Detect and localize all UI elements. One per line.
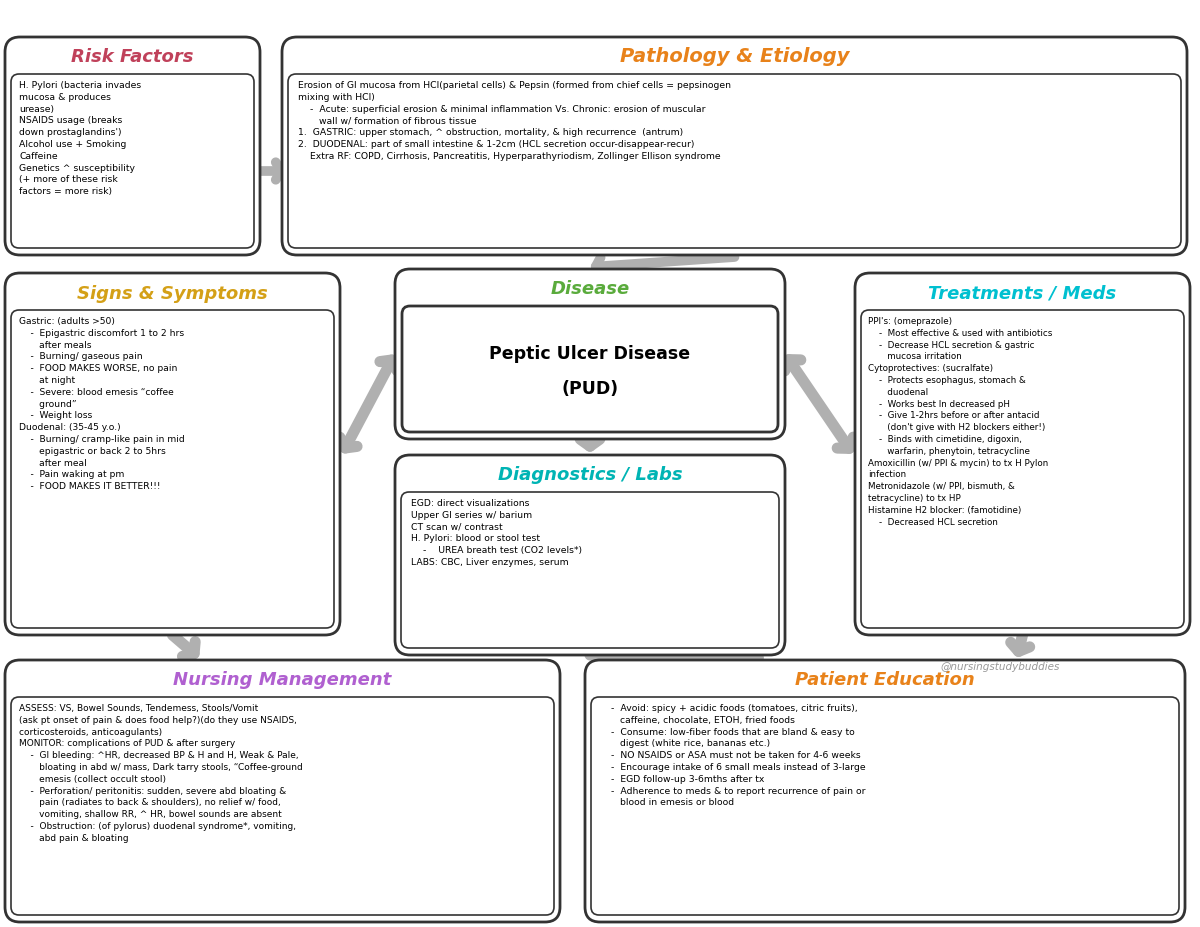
FancyBboxPatch shape <box>5 660 560 922</box>
Text: Gastric: (adults >50)
    -  Epigastric discomfort 1 to 2 hrs
       after meals: Gastric: (adults >50) - Epigastric disco… <box>19 317 185 491</box>
FancyBboxPatch shape <box>11 310 334 628</box>
FancyBboxPatch shape <box>856 273 1190 635</box>
Text: Nursing Management: Nursing Management <box>173 671 391 689</box>
FancyBboxPatch shape <box>395 269 785 439</box>
Text: PPI's: (omeprazole)
    -  Most effective & used with antibiotics
    -  Decreas: PPI's: (omeprazole) - Most effective & u… <box>868 317 1052 527</box>
Text: Pathology & Etiology: Pathology & Etiology <box>619 47 850 67</box>
FancyBboxPatch shape <box>586 660 1186 922</box>
Text: Treatments / Meds: Treatments / Meds <box>929 285 1117 303</box>
FancyBboxPatch shape <box>5 273 340 635</box>
Text: H. Pylori (bacteria invades
mucosa & produces
urease)
NSAIDS usage (breaks
down : H. Pylori (bacteria invades mucosa & pro… <box>19 81 142 197</box>
FancyBboxPatch shape <box>11 697 554 915</box>
FancyBboxPatch shape <box>282 37 1187 255</box>
Text: ASSESS: VS, Bowel Sounds, Tendemess, Stools/Vomit
(ask pt onset of pain & does f: ASSESS: VS, Bowel Sounds, Tendemess, Sto… <box>19 704 302 843</box>
Text: Signs & Symptoms: Signs & Symptoms <box>77 285 268 303</box>
FancyBboxPatch shape <box>590 697 1178 915</box>
Text: (PUD): (PUD) <box>562 380 618 398</box>
FancyBboxPatch shape <box>5 37 260 255</box>
FancyBboxPatch shape <box>401 492 779 648</box>
Text: -  Avoid: spicy + acidic foods (tomatoes, citric fruits),
       caffeine, choco: - Avoid: spicy + acidic foods (tomatoes,… <box>599 704 865 807</box>
Text: Disease: Disease <box>551 280 630 298</box>
FancyBboxPatch shape <box>395 455 785 655</box>
Text: Risk Factors: Risk Factors <box>71 48 193 66</box>
FancyBboxPatch shape <box>288 74 1181 248</box>
FancyBboxPatch shape <box>402 306 778 432</box>
Text: Diagnostics / Labs: Diagnostics / Labs <box>498 466 683 484</box>
FancyBboxPatch shape <box>862 310 1184 628</box>
FancyBboxPatch shape <box>11 74 254 248</box>
Text: @nursingstudybuddies: @nursingstudybuddies <box>941 662 1060 672</box>
Text: EGD: direct visualizations
Upper GI series w/ barium
CT scan w/ contrast
H. Pylo: EGD: direct visualizations Upper GI seri… <box>410 499 582 567</box>
Text: Patient Education: Patient Education <box>796 671 974 689</box>
Text: Erosion of GI mucosa from HCl(parietal cells) & Pepsin (formed from chief cells : Erosion of GI mucosa from HCl(parietal c… <box>298 81 731 160</box>
Text: Peptic Ulcer Disease: Peptic Ulcer Disease <box>490 345 690 363</box>
